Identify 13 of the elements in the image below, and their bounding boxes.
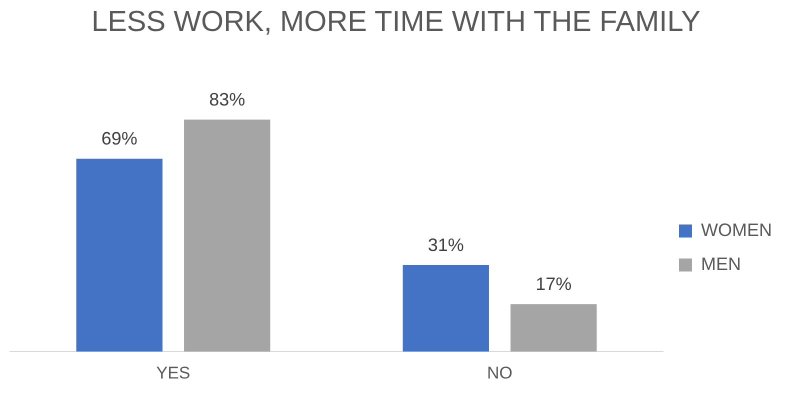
- bar: [402, 264, 489, 352]
- data-label: 31%: [428, 234, 464, 255]
- data-label: 17%: [536, 274, 572, 294]
- bar: [184, 120, 270, 352]
- data-label: 69%: [101, 128, 138, 149]
- chart-title: LESS WORK, MORE TIME WITH THE FAMILY: [90, 6, 702, 39]
- x-tick-label: NO: [487, 363, 513, 382]
- bar: [510, 304, 597, 352]
- legend-label: MEN: [701, 254, 742, 274]
- data-label: 83%: [209, 90, 246, 110]
- legend-label: WOMEN: [701, 220, 772, 240]
- bar: [76, 158, 162, 352]
- x-tick-label: YES: [156, 363, 190, 382]
